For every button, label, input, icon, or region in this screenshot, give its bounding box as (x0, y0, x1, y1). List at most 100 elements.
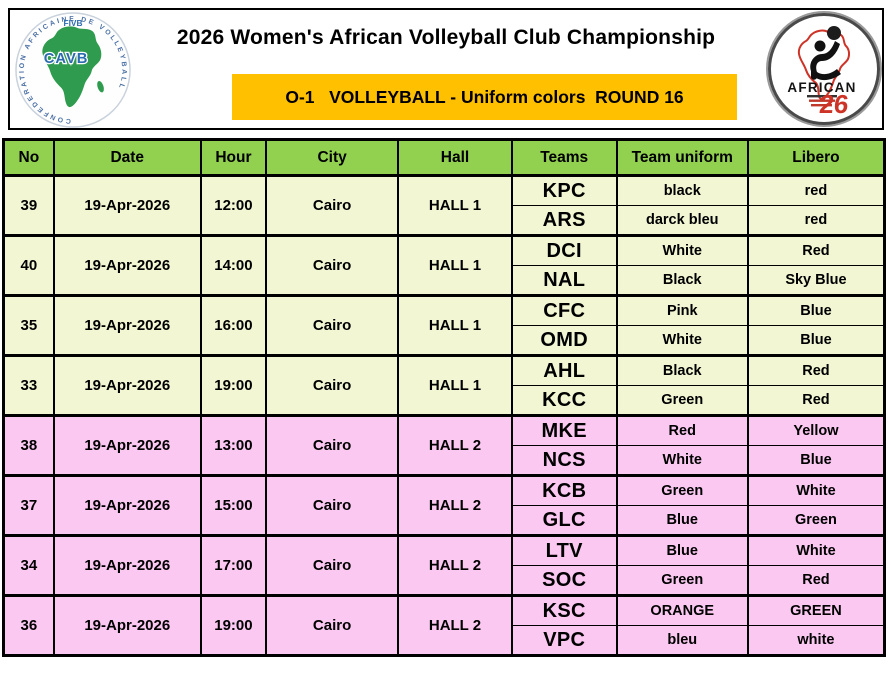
team-code: KCC (510, 385, 618, 417)
table-row: SOC Green Red (4, 565, 886, 597)
table-row: KCC Green Red (4, 385, 886, 417)
match-hour: 14:00 (199, 234, 268, 297)
schedule-table-container: No Date Hour City Hall Teams Team unifor… (2, 138, 886, 657)
team-code: SOC (510, 565, 618, 597)
match-hall: HALL 1 (397, 354, 513, 417)
team-code: KCB (510, 474, 618, 506)
col-header-hall: Hall (397, 138, 513, 177)
table-row: 34 19-Apr-2026 17:00 Cairo HALL 2 LTV Blue Whit… (2, 534, 886, 597)
match-hour: 16:00 (199, 294, 268, 357)
col-header-city: City (265, 138, 400, 177)
team-uniform-color: Red (615, 414, 749, 446)
libero-color: red (746, 205, 886, 237)
africa-silhouette-icon (42, 26, 102, 108)
table-row: 38 19-Apr-2026 13:00 Cairo HALL 2 MKE Red Yello… (2, 414, 886, 477)
team-code: DCI (510, 234, 618, 266)
header-box: CONFEDERATION AFRICAINE DE VOLLEYBALL FI… (8, 8, 884, 130)
team-code: ARS (510, 205, 618, 237)
team-uniform-color: darck bleu (615, 205, 749, 237)
match-hour: 13:00 (199, 414, 268, 477)
table-row: 33 19-Apr-2026 19:00 Cairo HALL 1 AHL Black Red (2, 354, 886, 417)
team-uniform-color: Black (615, 265, 749, 297)
match-no: 33 (2, 354, 55, 417)
match-hall: HALL 1 (397, 234, 513, 297)
match-hall: HALL 1 (397, 174, 513, 237)
team-code: GLC (510, 505, 618, 537)
team-code: KPC (510, 174, 618, 206)
team-uniform-color: Pink (615, 294, 749, 326)
libero-color: Red (746, 385, 886, 417)
match-city: Cairo (265, 414, 400, 477)
match-no: 40 (2, 234, 55, 297)
match-no: 37 (2, 474, 55, 537)
table-header-row: No Date Hour City Hall Teams Team unifor… (2, 138, 886, 177)
african-26-logo: AFRICAN 26 (764, 9, 884, 129)
team-uniform-color: Blue (615, 534, 749, 566)
match-hall: HALL 2 (397, 534, 513, 597)
team-code: AHL (510, 354, 618, 386)
table-row: NCS White Blue (4, 445, 886, 477)
team-code: KSC (510, 594, 618, 626)
libero-color: White (746, 474, 886, 506)
african-text: AFRICAN (787, 80, 856, 95)
match-hour: 19:00 (199, 594, 268, 657)
libero-color: Blue (746, 325, 886, 357)
table-row: VPC bleu white (4, 625, 886, 657)
col-header-hour: Hour (199, 138, 268, 177)
libero-color: red (746, 174, 886, 206)
col-header-team-uniform: Team uniform (615, 138, 749, 177)
match-date: 19-Apr-2026 (52, 354, 202, 417)
match-hall: HALL 2 (397, 594, 513, 657)
libero-color: white (746, 625, 886, 657)
team-code: LTV (510, 534, 618, 566)
libero-color: GREEN (746, 594, 886, 626)
page-title: 2026 Women's African Volleyball Club Cha… (176, 26, 716, 49)
match-hour: 19:00 (199, 354, 268, 417)
match-hall: HALL 2 (397, 474, 513, 537)
team-uniform-color: White (615, 234, 749, 266)
team-uniform-color: Green (615, 385, 749, 417)
number-26-text: 26 (818, 89, 850, 119)
libero-color: Red (746, 234, 886, 266)
round-banner: O-1 VOLLEYBALL - Uniform colors ROUND 16 (232, 74, 737, 120)
table-row: OMD White Blue (4, 325, 886, 357)
team-code: CFC (510, 294, 618, 326)
match-city: Cairo (265, 474, 400, 537)
team-uniform-color: Green (615, 474, 749, 506)
team-uniform-color: White (615, 325, 749, 357)
match-city: Cairo (265, 354, 400, 417)
libero-color: Red (746, 354, 886, 386)
match-no: 34 (2, 534, 55, 597)
col-header-no: No (2, 138, 55, 177)
libero-color: Sky Blue (746, 265, 886, 297)
libero-color: White (746, 534, 886, 566)
team-code: OMD (510, 325, 618, 357)
match-date: 19-Apr-2026 (52, 474, 202, 537)
match-date: 19-Apr-2026 (52, 594, 202, 657)
team-uniform-color: bleu (615, 625, 749, 657)
cavb-logo: CONFEDERATION AFRICAINE DE VOLLEYBALL FI… (14, 11, 132, 129)
match-city: Cairo (265, 234, 400, 297)
match-no: 38 (2, 414, 55, 477)
libero-color: Red (746, 565, 886, 597)
fivb-text: FIVB (63, 18, 82, 28)
libero-color: Green (746, 505, 886, 537)
match-hall: HALL 1 (397, 294, 513, 357)
table-row: 37 19-Apr-2026 15:00 Cairo HALL 2 KCB Green Whi… (2, 474, 886, 537)
table-row: 35 19-Apr-2026 16:00 Cairo HALL 1 CFC Pink Blue (2, 294, 886, 357)
match-hour: 15:00 (199, 474, 268, 537)
match-date: 19-Apr-2026 (52, 534, 202, 597)
team-code: NAL (510, 265, 618, 297)
team-code: VPC (510, 625, 618, 657)
match-city: Cairo (265, 534, 400, 597)
schedule-table: No Date Hour City Hall Teams Team unifor… (2, 138, 886, 657)
team-uniform-color: ORANGE (615, 594, 749, 626)
team-code: NCS (510, 445, 618, 477)
match-date: 19-Apr-2026 (52, 174, 202, 237)
match-no: 39 (2, 174, 55, 237)
match-city: Cairo (265, 294, 400, 357)
team-uniform-color: Green (615, 565, 749, 597)
table-row: ARS darck bleu red (4, 205, 886, 237)
match-city: Cairo (265, 594, 400, 657)
match-date: 19-Apr-2026 (52, 414, 202, 477)
